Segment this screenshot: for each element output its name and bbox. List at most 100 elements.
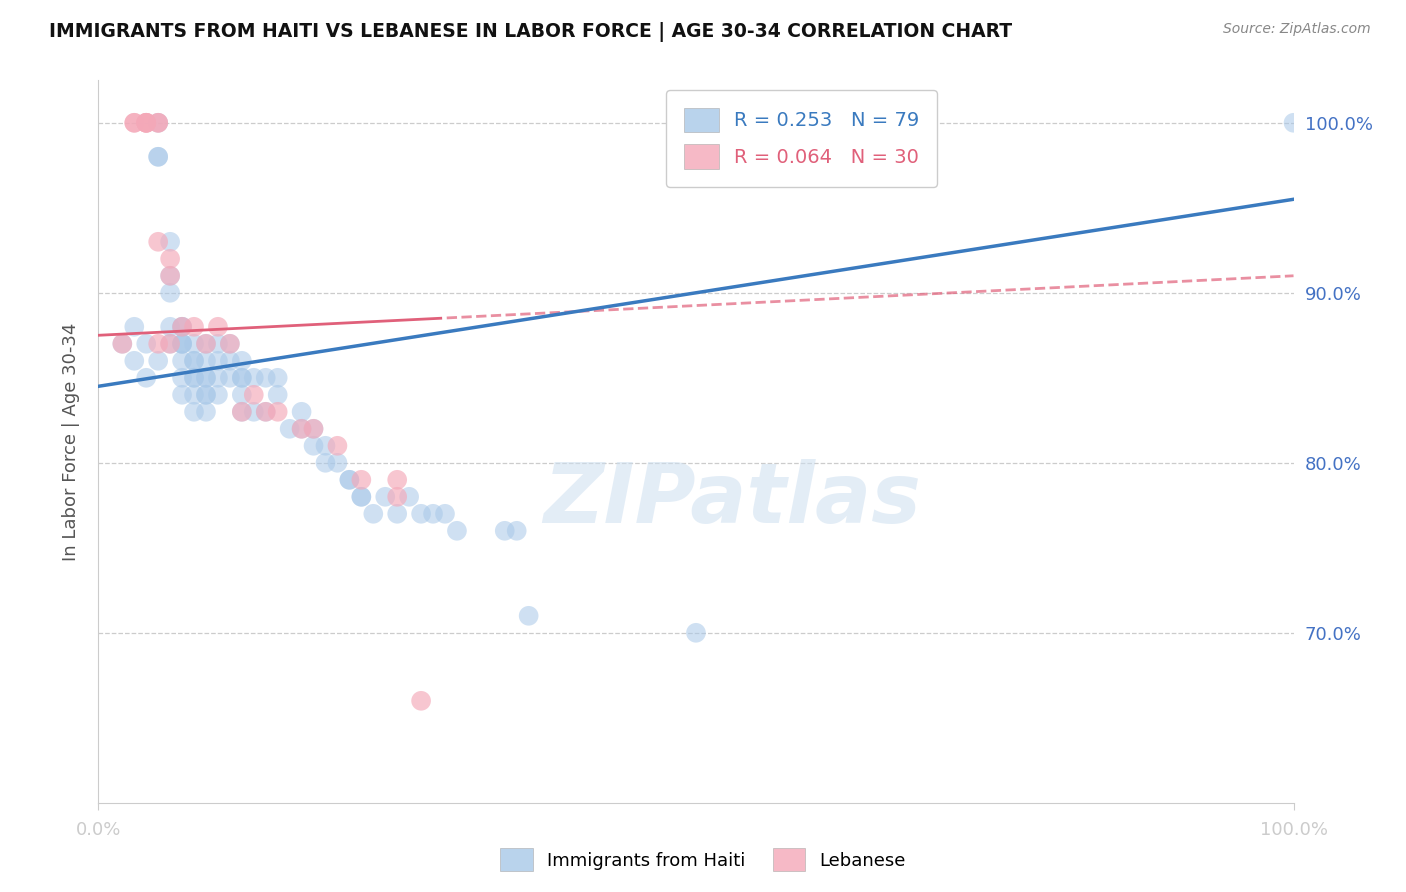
Point [172, 319, 194, 334]
Point [172, 353, 194, 368]
Point [385, 507, 409, 521]
Point [183, 319, 205, 334]
Point [148, 150, 170, 164]
Point [243, 371, 266, 385]
Point [159, 319, 181, 334]
Point [183, 388, 205, 402]
Point [195, 353, 218, 368]
Point [148, 116, 170, 130]
Point [243, 388, 266, 402]
Text: ZIPatlas: ZIPatlas [543, 458, 921, 540]
Point [363, 507, 385, 521]
Point [446, 524, 468, 538]
Point [219, 353, 242, 368]
Point [291, 405, 314, 419]
Point [207, 388, 229, 402]
Point [195, 336, 218, 351]
Text: IMMIGRANTS FROM HAITI VS LEBANESE IN LABOR FORCE | AGE 30-34 CORRELATION CHART: IMMIGRANTS FROM HAITI VS LEBANESE IN LAB… [49, 22, 1012, 42]
Point [195, 371, 218, 385]
Point [219, 336, 242, 351]
Point [231, 371, 253, 385]
Point [183, 336, 205, 351]
Point [172, 336, 194, 351]
Point [148, 235, 170, 249]
Point [219, 336, 242, 351]
Point [195, 388, 218, 402]
Point [302, 422, 325, 436]
Point [434, 507, 457, 521]
Point [148, 116, 170, 130]
Point [231, 405, 253, 419]
Point [231, 353, 253, 368]
Point [111, 336, 134, 351]
Point [172, 319, 194, 334]
Point [135, 116, 157, 130]
Point [159, 285, 181, 300]
Point [148, 353, 170, 368]
Point [111, 336, 134, 351]
Point [148, 150, 170, 164]
Point [243, 405, 266, 419]
Point [148, 116, 170, 130]
Point [124, 353, 146, 368]
Point [506, 524, 529, 538]
Point [350, 490, 373, 504]
Point [385, 490, 409, 504]
Point [267, 405, 290, 419]
Point [254, 371, 277, 385]
Point [339, 473, 361, 487]
Point [195, 371, 218, 385]
Point [231, 388, 253, 402]
Point [385, 473, 409, 487]
Point [172, 388, 194, 402]
Point [159, 235, 181, 249]
Point [254, 405, 277, 419]
Point [207, 319, 229, 334]
Point [291, 422, 314, 436]
Point [124, 116, 146, 130]
Point [207, 336, 229, 351]
Point [172, 371, 194, 385]
Point [172, 319, 194, 334]
Point [326, 456, 349, 470]
Point [183, 353, 205, 368]
Point [315, 439, 337, 453]
Point [685, 625, 707, 640]
Point [517, 608, 540, 623]
Point [135, 336, 157, 351]
Point [278, 422, 301, 436]
Point [172, 336, 194, 351]
Point [159, 336, 181, 351]
Point [326, 439, 349, 453]
Legend: Immigrants from Haiti, Lebanese: Immigrants from Haiti, Lebanese [494, 841, 912, 879]
Point [422, 507, 444, 521]
Point [195, 405, 218, 419]
Point [1282, 116, 1305, 130]
Point [135, 116, 157, 130]
Point [494, 524, 516, 538]
Point [302, 439, 325, 453]
Point [172, 336, 194, 351]
Point [135, 116, 157, 130]
Point [159, 268, 181, 283]
Point [267, 388, 290, 402]
Point [183, 371, 205, 385]
Point [135, 371, 157, 385]
Point [148, 336, 170, 351]
Point [135, 116, 157, 130]
Point [315, 456, 337, 470]
Text: Source: ZipAtlas.com: Source: ZipAtlas.com [1223, 22, 1371, 37]
Point [267, 371, 290, 385]
Point [302, 422, 325, 436]
Point [350, 473, 373, 487]
Point [159, 268, 181, 283]
Point [195, 336, 218, 351]
Point [159, 252, 181, 266]
Point [231, 371, 253, 385]
Point [124, 116, 146, 130]
Point [124, 319, 146, 334]
Point [159, 336, 181, 351]
Point [231, 405, 253, 419]
Point [183, 371, 205, 385]
Point [374, 490, 396, 504]
